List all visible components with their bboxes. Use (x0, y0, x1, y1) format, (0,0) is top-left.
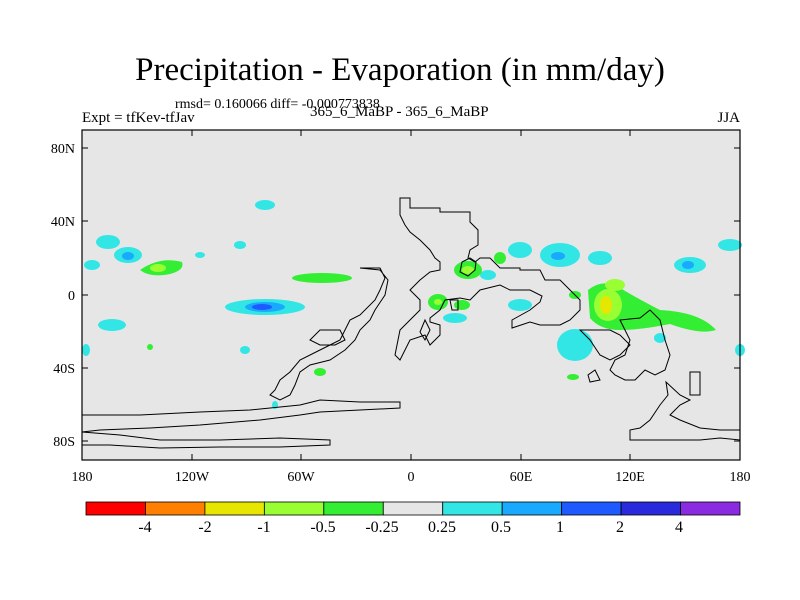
y-tick-label: 40S (53, 362, 75, 377)
colorbar-box (382, 501, 444, 516)
x-tick-label: 120E (615, 470, 645, 485)
colorbar-box (85, 501, 146, 516)
colorbar-label: -2 (198, 519, 211, 536)
x-tick-label: 0 (408, 470, 415, 485)
season-label: JJA (717, 110, 740, 126)
x-tick-label: 120W (175, 470, 210, 485)
plot-title: Precipitation - Evaporation (in mm/day) (135, 52, 665, 88)
colorbar-boxes (85, 501, 741, 516)
colorbar-box (145, 501, 206, 516)
y-tick-label: 80N (51, 142, 75, 157)
x-tick-label: 180 (72, 470, 93, 485)
x-axis-labels: 180 120W 60W 0 60E 120E 180 (72, 470, 751, 485)
colorbar-box (442, 501, 503, 516)
colorbar-label: -0.25 (365, 519, 398, 536)
y-tick-label: 80S (53, 435, 75, 450)
coastlines (81, 197, 741, 449)
colorbar-label: -0.5 (310, 519, 335, 536)
colorbar-box (323, 501, 384, 516)
colorbar: -4 -2 -1 -0.5 -0.25 0.25 0.5 1 2 4 (85, 501, 741, 536)
colorbar-label: 0.25 (428, 519, 456, 536)
colorbar-label: -4 (138, 519, 151, 536)
colorbar-box (620, 501, 681, 516)
y-axis-labels: 80N 40N 0 40S 80S (51, 142, 75, 450)
y-tick-label: 40N (51, 215, 75, 230)
x-tick-label: 60W (287, 470, 315, 485)
map-background (82, 130, 740, 460)
case-label: 365_6_MaBP - 365_6_MaBP (310, 104, 489, 120)
colorbar-box (501, 501, 563, 516)
x-tick-label: 180 (730, 470, 751, 485)
x-tick-label: 60E (510, 470, 533, 485)
colorbar-label: 4 (675, 519, 683, 536)
experiment-label: Expt = tfKev-tfJav (82, 110, 195, 126)
colorbar-labels: -4 -2 -1 -0.5 -0.25 0.25 0.5 1 2 4 (138, 519, 683, 536)
colorbar-label: 1 (556, 519, 564, 536)
colorbar-label: -1 (257, 519, 270, 536)
stats-text: rmsd= 0.160066 diff= -0.000773838 (175, 97, 380, 112)
colorbar-label: 2 (616, 519, 624, 536)
tick-marks (81, 130, 741, 460)
colorbar-box (204, 501, 265, 516)
colorbar-box (263, 501, 325, 516)
colorbar-label: 0.5 (491, 519, 511, 536)
colorbar-box (680, 501, 741, 516)
colorbar-box (561, 501, 622, 516)
y-tick-label: 0 (68, 289, 75, 304)
